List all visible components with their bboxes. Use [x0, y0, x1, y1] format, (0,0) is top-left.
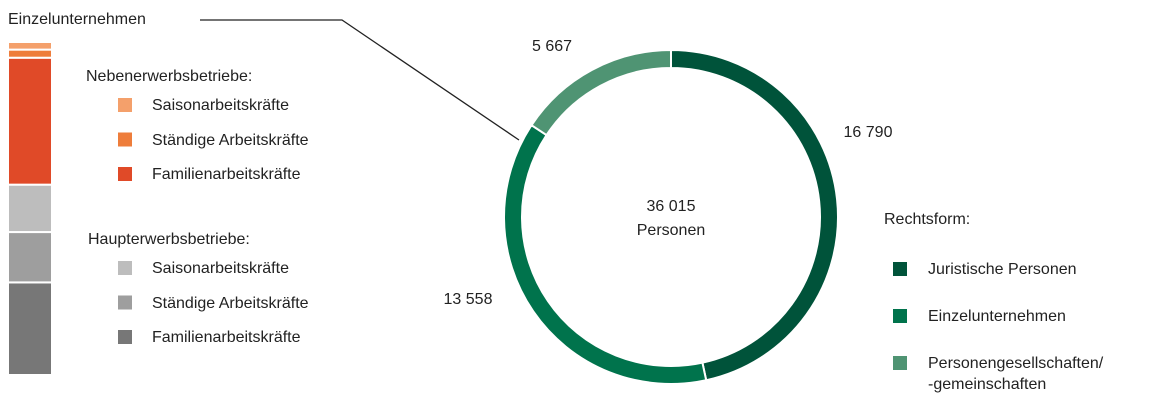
bar-segment [7, 56, 53, 186]
legend-group: Nebenerwerbsbetriebe: [86, 68, 253, 85]
legend-group: Haupterwerbsbetriebe: [88, 231, 250, 248]
bar-segment [7, 48, 53, 59]
legend-label: Saisonarbeitskräfte [152, 260, 289, 277]
legend-swatch [118, 167, 132, 181]
legend-swatch [118, 98, 132, 112]
legend-label: Familienarbeitskräfte [152, 329, 301, 346]
donut-segment [503, 123, 708, 385]
legend-swatch [893, 356, 907, 370]
donut-segment [670, 48, 839, 382]
bar-segment [7, 231, 53, 284]
annotation: Einzelunternehmen [8, 11, 146, 28]
legend-swatch [893, 262, 907, 276]
legend-label: Ständige Arbeitskräfte [152, 294, 309, 312]
legend-label: Juristische Personen [928, 261, 1077, 278]
legend-swatch [118, 330, 132, 344]
legend-label: Personengesellschaften/ -gemeinschaften [928, 355, 1104, 393]
leader-line [200, 19, 520, 141]
legend-label: Einzelunternehmen [928, 308, 1066, 325]
legend-swatch [118, 295, 132, 310]
legend-title: Rechtsform: [884, 211, 971, 228]
center-label: Personen [637, 222, 706, 239]
legend-label: Ständige Arbeitskräfte [152, 131, 309, 149]
legend-swatch [118, 261, 132, 275]
legend-swatch [893, 309, 907, 323]
donut-segment [530, 48, 672, 137]
legend-swatch [118, 132, 132, 147]
legend-label: Saisonarbeitskräfte [152, 97, 289, 114]
center-label: 36 015 [647, 198, 696, 215]
bar-segment [7, 41, 53, 51]
bar-segment [7, 281, 53, 376]
bar-segment [7, 183, 53, 234]
legend-label: Familienarbeitskräfte [152, 166, 301, 183]
value-label: 5 667 [532, 38, 572, 55]
value-label: 16 790 [844, 124, 893, 141]
value-label: 13 558 [444, 291, 493, 308]
